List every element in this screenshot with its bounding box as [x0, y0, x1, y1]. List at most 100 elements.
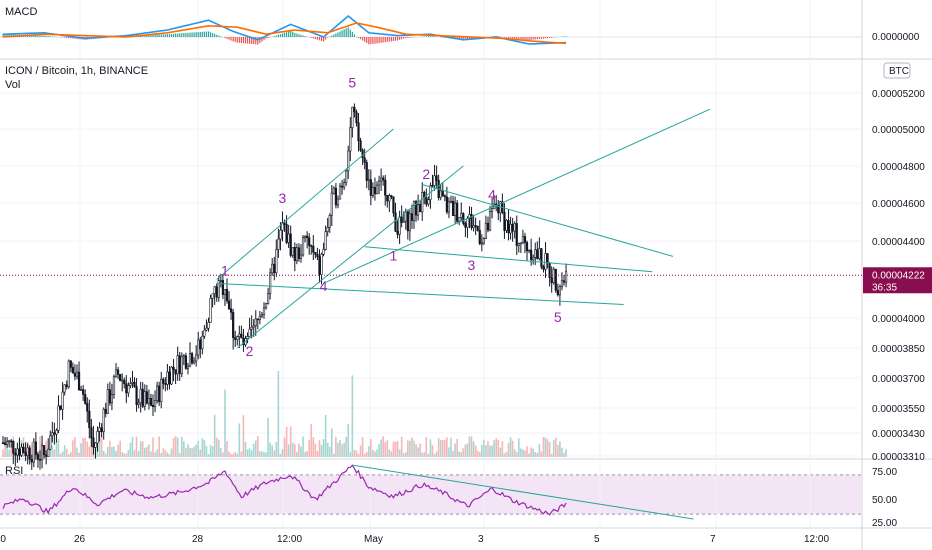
candle-body [398, 216, 401, 235]
candle-body [256, 318, 259, 321]
candle-body [402, 220, 405, 223]
macd-histogram-bar [279, 34, 282, 37]
volume-bar [351, 375, 354, 457]
macd-histogram-bar [212, 33, 214, 37]
candle-body [34, 441, 37, 455]
candle-body [396, 231, 399, 235]
volume-bar [489, 445, 491, 457]
macd-pane[interactable] [0, 0, 862, 58]
candle-body [14, 452, 17, 456]
candle-body [295, 247, 298, 262]
rsi-band [0, 474, 862, 515]
volume-bar [72, 440, 74, 457]
macd-histogram-bar [39, 35, 41, 37]
macd-histogram-bar [359, 37, 362, 40]
macd-histogram-bar [290, 30, 292, 37]
volume-bar [318, 440, 321, 457]
candle-body [410, 213, 414, 221]
candle-body [314, 251, 317, 255]
candle-body [96, 430, 99, 444]
macd-histogram-bar [546, 37, 549, 39]
currency-badge[interactable] [883, 62, 911, 79]
macd-histogram-bar [189, 32, 191, 37]
macd-histogram-bar [240, 37, 242, 43]
macd-histogram-bar [199, 31, 201, 37]
candle-body [369, 179, 372, 196]
volume-bar [86, 441, 89, 457]
macd-histogram-bar [364, 37, 366, 42]
volume-bar [435, 451, 438, 457]
volume-bar [468, 436, 471, 457]
volume-bar [8, 449, 10, 457]
candle-body [225, 289, 229, 302]
candle-body [353, 106, 356, 113]
time-axis-tick: 7 [710, 534, 716, 545]
price-axis-tick: 0.00004600 [872, 199, 925, 210]
volume-bar [302, 436, 304, 457]
candle-body [542, 266, 545, 270]
macd-axis-value: 0.0000000 [872, 32, 920, 43]
candle-body [12, 440, 15, 454]
macd-histogram-bar [249, 37, 251, 44]
volume-bar [45, 440, 47, 457]
candle-body [246, 336, 249, 339]
candle-body [474, 225, 477, 227]
volume-bar [536, 452, 539, 457]
candle-body [562, 280, 566, 283]
candle-body [332, 187, 335, 194]
volume-bar [538, 443, 541, 457]
candle-body [386, 194, 389, 202]
candle-body [301, 237, 305, 256]
macd-histogram-bar [294, 32, 296, 37]
macd-histogram-bar [335, 33, 337, 37]
volume-bar [554, 437, 557, 457]
candle-body [250, 326, 253, 330]
trendline [364, 246, 653, 273]
macd-histogram-bar [238, 37, 240, 43]
candle-body [451, 200, 455, 216]
candle-body [447, 201, 451, 213]
macd-histogram-bar [175, 33, 177, 37]
macd-histogram-bar [68, 37, 70, 39]
candle-body [121, 379, 124, 382]
volume-bar [429, 439, 432, 457]
volume-bar [232, 453, 234, 457]
macd-histogram-bar [392, 37, 395, 41]
candle-body [42, 445, 46, 456]
volume-bar [209, 445, 212, 457]
macd-histogram-bar [394, 37, 397, 41]
macd-histogram-bar [31, 35, 33, 37]
macd-histogram-bar [384, 37, 386, 43]
candle-body [240, 333, 243, 339]
volume-bar [294, 444, 296, 457]
macd-histogram-bar [337, 32, 339, 37]
macd-histogram-bar [347, 27, 349, 37]
candle-body [445, 196, 448, 213]
candle-body [345, 170, 348, 184]
volume-bar [265, 452, 267, 457]
candle-body [84, 394, 87, 404]
candle-body [176, 355, 179, 375]
volume-bar [507, 442, 510, 457]
volume-bar [74, 437, 76, 457]
volume-bar [404, 452, 407, 457]
volume-bar [148, 444, 150, 457]
volume-bar [343, 442, 345, 457]
macd-histogram-bar [372, 37, 374, 44]
macd-histogram-bar [514, 37, 516, 39]
macd-histogram-bar [507, 37, 510, 38]
volume-bar [283, 437, 286, 457]
macd-histogram-bar [386, 37, 388, 42]
candle-body [343, 182, 346, 188]
candle-body [357, 122, 360, 142]
candle-body [299, 254, 303, 259]
candle-body [182, 355, 185, 358]
volume-bar [150, 451, 152, 457]
candle-body [538, 248, 541, 259]
macd-histogram-bar [193, 32, 195, 37]
candle-body [65, 384, 68, 388]
volume-bar [228, 451, 230, 457]
price-pane[interactable] [0, 60, 862, 458]
volume-bar [201, 438, 204, 457]
